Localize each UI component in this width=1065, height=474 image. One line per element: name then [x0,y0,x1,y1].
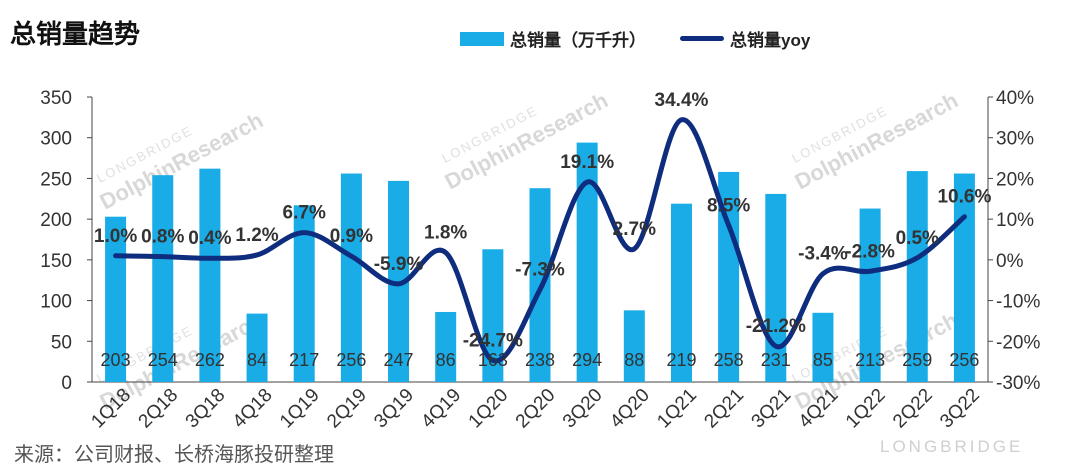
bar [812,312,834,382]
bar [152,175,174,382]
line-value-label: 19.1% [560,152,614,173]
bar-value-label: 259 [902,350,932,370]
bar-value-label: 88 [624,350,644,370]
bar-value-label: 85 [813,350,833,370]
y-right-tick-label: -30% [996,373,1040,394]
bar-value-label: 254 [148,350,178,370]
x-tick-label: 4Q19 [418,385,466,433]
bar-value-label: 84 [247,350,267,370]
bar-value-label: 213 [855,350,885,370]
x-tick-label: 3Q22 [936,385,984,433]
line-value-label: -2.8% [845,241,895,262]
line-value-label: -24.7% [463,330,523,351]
y-right-tick-label: -10% [996,292,1040,313]
line-value-label: 1.2% [235,225,278,246]
bar [718,171,740,382]
x-tick-label: 3Q21 [748,385,796,433]
x-tick-label: 1Q22 [842,385,890,433]
x-tick-label: 1Q20 [465,385,513,433]
y-left-tick-label: 0 [61,373,72,394]
y-right-tick-label: 40% [996,88,1034,109]
x-tick-label: 1Q21 [653,385,701,433]
x-tick-label: 2Q21 [700,385,748,433]
bar-value-label: 217 [289,350,319,370]
bar-value-label: 262 [195,350,225,370]
x-tick-label: 2Q20 [512,385,560,433]
line-value-label: 1.8% [424,223,467,244]
bar-value-label: 86 [436,350,456,370]
source-note: 来源：公司财报、长桥海豚投研整理 [14,444,334,466]
bar [576,142,598,382]
y-left-tick-label: 250 [40,169,72,190]
bar-value-label: 231 [761,350,791,370]
line-value-label: 0.5% [896,228,939,249]
bar-value-label: 238 [525,350,555,370]
x-tick-label: 4Q20 [606,385,654,433]
bar [670,203,692,382]
x-tick-label: 3Q20 [559,385,607,433]
bar-value-label: 256 [949,350,979,370]
bar-value-label: 247 [384,350,414,370]
line-value-label: 1.0% [94,226,137,247]
y-left-tick-label: 200 [40,210,72,231]
line-value-label: -21.2% [746,316,806,337]
y-left-tick-label: 50 [51,332,72,353]
y-left-tick-label: 300 [40,129,72,150]
y-right-tick-label: 30% [996,129,1034,150]
bar [199,168,221,382]
line-value-label: -3.4% [798,244,848,265]
x-tick-label: 3Q18 [182,385,230,433]
y-right-tick-label: 20% [996,169,1034,190]
line-value-label: 8.5% [707,195,750,216]
legend: 总销量（万千升） 总销量yoy [460,26,810,51]
bar [482,249,504,382]
y-right-tick-label: 10% [996,210,1034,231]
bar [340,173,362,382]
series-line-yoy [113,117,967,364]
legend-line-swatch [680,36,724,41]
y-left-tick-label: 350 [40,88,72,109]
x-tick-label: 3Q19 [370,385,418,433]
x-tick-label: 4Q18 [229,385,277,433]
legend-bar-label: 总销量（万千升） [510,31,646,50]
bar [765,193,787,382]
bar-value-label: 258 [714,350,744,370]
bar-value-label: 219 [666,350,696,370]
y-left-tick-label: 100 [40,292,72,313]
bar [435,311,457,382]
y-right-tick-label: -20% [996,332,1040,353]
legend-bar-swatch [460,31,504,46]
bar [623,310,645,382]
line-value-label: 2.7% [613,219,656,240]
line-value-label: 6.7% [283,203,326,224]
bar-value-label: 163 [478,350,508,370]
legend-item-line: 总销量yoy [680,26,810,51]
x-tick-label: 2Q19 [323,385,371,433]
bar [246,313,268,382]
bar [906,171,928,382]
line-value-label: -5.9% [374,254,424,275]
bar [293,205,315,382]
line-value-label: 0.8% [141,227,184,248]
watermark-corner: LONGBRIDGE [880,437,1023,456]
line-value-label: 10.6% [937,187,991,208]
y-right-tick-label: 0% [996,251,1024,272]
bar [859,208,881,382]
line-value-label: 0.9% [330,226,373,247]
x-tick-label: 2Q22 [889,385,937,433]
x-tick-label: 1Q19 [276,385,324,433]
y-left-tick-label: 150 [40,251,72,272]
line-value-label: -7.3% [515,260,565,281]
legend-item-bar: 总销量（万千升） [460,26,646,51]
bar-value-label: 203 [101,350,131,370]
bar-value-label: 294 [572,350,602,370]
legend-line-label: 总销量yoy [730,31,811,50]
line-value-label: 0.4% [188,228,231,249]
line-value-label: 34.4% [655,90,709,111]
bar [953,173,975,382]
bar-value-label: 256 [336,350,366,370]
chart-title: 总销量趋势 [10,19,141,49]
